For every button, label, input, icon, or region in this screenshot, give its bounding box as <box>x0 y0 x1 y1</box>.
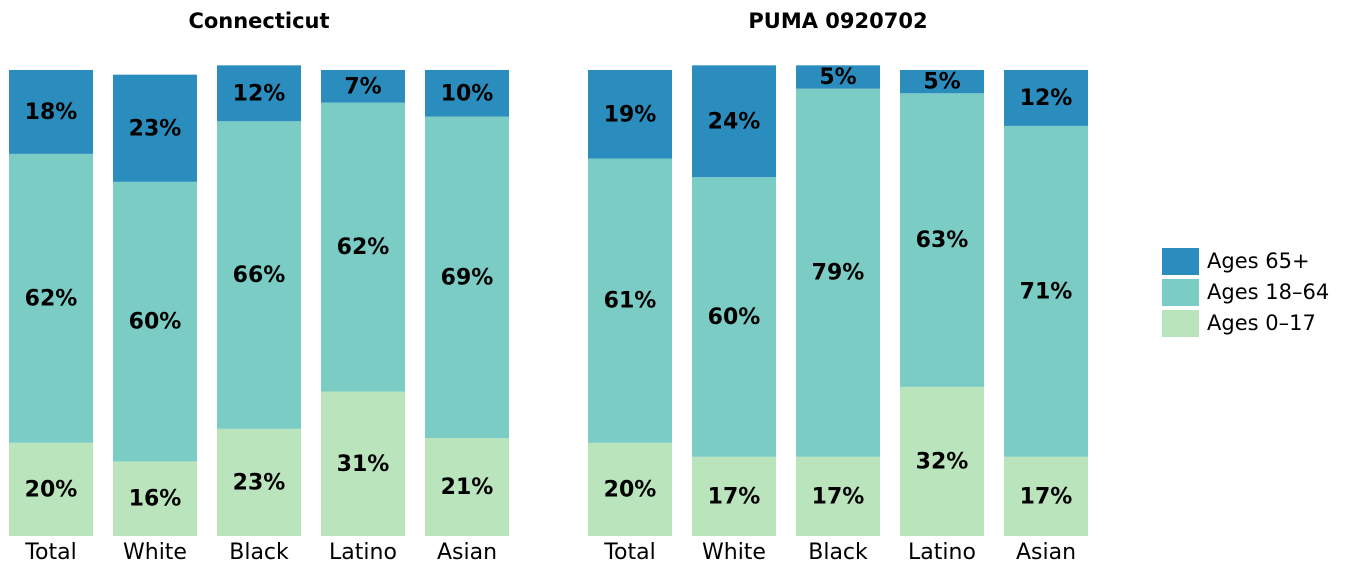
data-label: 7% <box>344 74 381 99</box>
bar-segment <box>321 70 405 103</box>
data-label: 21% <box>441 475 494 500</box>
bar-segment <box>796 88 880 457</box>
data-label: 12% <box>1020 86 1073 111</box>
bar-segment <box>217 121 301 429</box>
x-tick-label: Total <box>603 540 655 565</box>
bar-segment <box>1004 456 1088 536</box>
data-label: 61% <box>604 289 657 314</box>
data-label: 5% <box>923 70 960 95</box>
data-label: 16% <box>129 487 182 512</box>
bar-segment <box>425 70 509 117</box>
data-label: 79% <box>812 261 865 286</box>
bar-segment <box>1004 125 1088 457</box>
data-label: 63% <box>916 228 969 253</box>
chart-title: PUMA 0920702 <box>748 9 927 33</box>
data-label: 31% <box>337 452 390 477</box>
bar-segment <box>9 442 93 536</box>
data-label: 20% <box>25 477 78 502</box>
legend-swatch <box>1162 248 1199 275</box>
bar-segment <box>321 102 405 392</box>
bar-segment <box>113 74 197 182</box>
x-tick-label: White <box>702 540 766 565</box>
chart-title: Connecticut <box>188 9 329 33</box>
bar-segment <box>692 65 776 178</box>
data-label: 60% <box>708 305 761 330</box>
data-label: 17% <box>1020 484 1073 509</box>
bar-segment <box>1004 70 1088 126</box>
bar-segment <box>588 70 672 159</box>
x-tick-label: White <box>123 540 187 565</box>
x-tick-label: Black <box>229 540 289 565</box>
bar-segment <box>217 65 301 122</box>
data-label: 19% <box>604 102 657 127</box>
data-label: 17% <box>812 484 865 509</box>
data-label: 17% <box>708 484 761 509</box>
data-label: 32% <box>916 449 969 474</box>
x-tick-label: Latino <box>908 540 976 565</box>
bar-segment <box>692 177 776 457</box>
bar-segment <box>796 456 880 536</box>
data-label: 62% <box>25 286 78 311</box>
bar-segment <box>321 391 405 536</box>
data-label: 23% <box>233 470 286 495</box>
bar-segment <box>217 428 301 536</box>
bar-segment <box>900 70 984 94</box>
bar-segment <box>113 461 197 536</box>
bar-segment <box>425 116 509 439</box>
x-tick-label: Asian <box>437 540 497 565</box>
legend-label: Ages 0–17 <box>1207 311 1316 335</box>
data-label: 20% <box>604 477 657 502</box>
data-label: 23% <box>129 116 182 141</box>
bar-segment <box>9 153 93 443</box>
legend-label: Ages 65+ <box>1207 249 1310 273</box>
bar-segment <box>588 442 672 536</box>
bar-segment <box>113 181 197 462</box>
x-tick-label: Latino <box>329 540 397 565</box>
x-tick-label: Black <box>808 540 868 565</box>
data-label: 12% <box>233 81 286 106</box>
data-label: 10% <box>441 81 494 106</box>
data-label: 5% <box>819 65 856 90</box>
data-label: 66% <box>233 263 286 288</box>
x-tick-label: Total <box>24 540 76 565</box>
legend-swatch <box>1162 279 1199 306</box>
legend-label: Ages 18–64 <box>1207 280 1329 304</box>
data-label: 62% <box>337 235 390 260</box>
bar-segment <box>900 386 984 536</box>
bar-segment <box>900 93 984 387</box>
legend-swatch <box>1162 310 1199 337</box>
bar-segment <box>692 456 776 536</box>
x-tick-label: Asian <box>1016 540 1076 565</box>
bar-segment <box>425 438 509 536</box>
data-label: 69% <box>441 265 494 290</box>
data-label: 60% <box>129 310 182 335</box>
data-label: 24% <box>708 109 761 134</box>
bar-segment <box>796 65 880 89</box>
bar-segment <box>588 158 672 443</box>
bar-segment <box>9 70 93 154</box>
data-label: 18% <box>25 100 78 125</box>
data-label: 71% <box>1020 279 1073 304</box>
